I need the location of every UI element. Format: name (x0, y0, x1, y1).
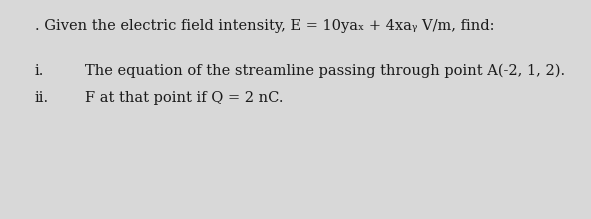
Text: i.: i. (35, 64, 44, 78)
Text: The equation of the streamline passing through point A(-2, 1, 2).: The equation of the streamline passing t… (85, 64, 565, 78)
Text: F at that point if Q = 2 nC.: F at that point if Q = 2 nC. (85, 91, 284, 105)
Text: ii.: ii. (35, 91, 49, 105)
Text: . Given the electric field intensity, E = 10yaₓ + 4xaᵧ V/m, find:: . Given the electric field intensity, E … (35, 19, 495, 33)
